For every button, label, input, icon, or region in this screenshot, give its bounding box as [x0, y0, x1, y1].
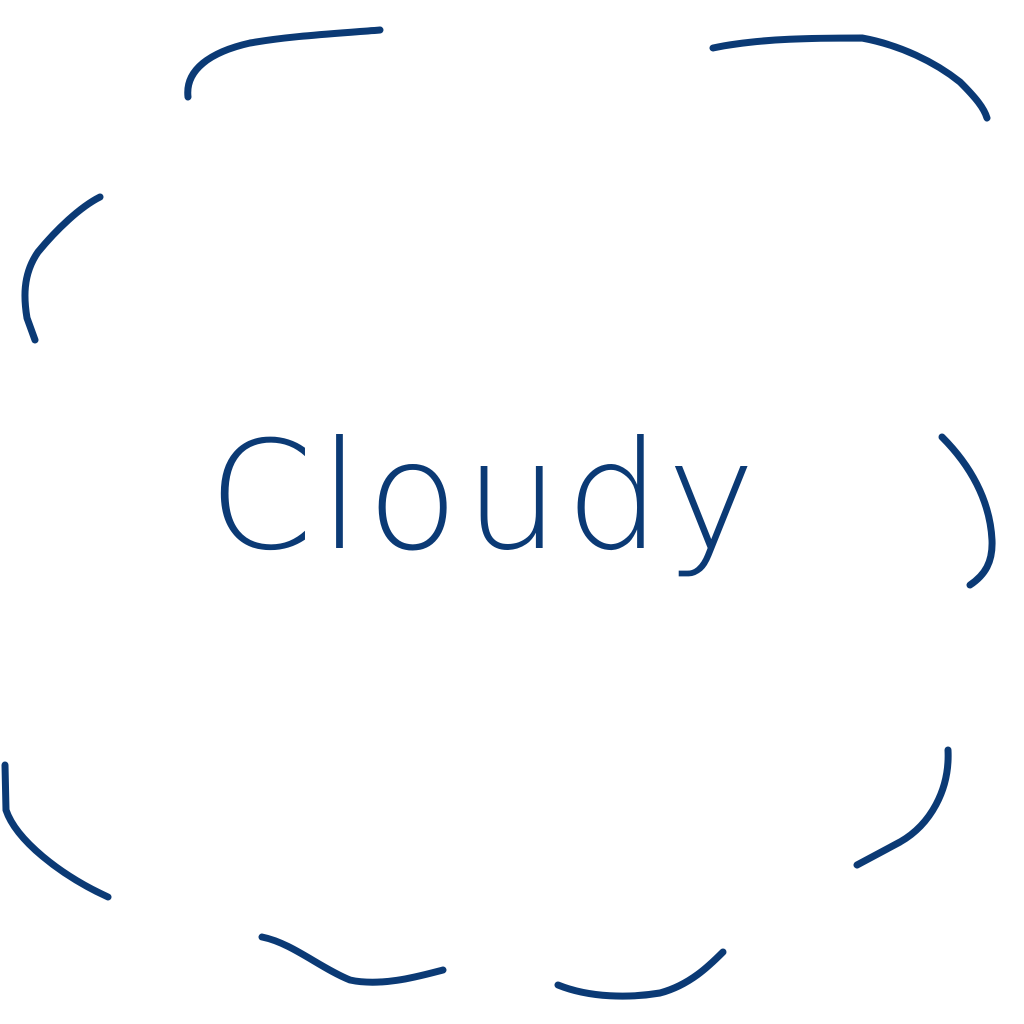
- stroke: [554, 948, 727, 1000]
- stroke: [1, 761, 112, 901]
- stroke: [938, 433, 996, 589]
- stroke: [853, 746, 952, 869]
- cloud-outline: [1, 26, 996, 1000]
- stroke: [184, 26, 384, 101]
- stroke: [21, 193, 104, 344]
- cloud-label: Cloudy: [208, 410, 761, 584]
- stroke: [258, 933, 447, 986]
- stroke: [709, 34, 991, 122]
